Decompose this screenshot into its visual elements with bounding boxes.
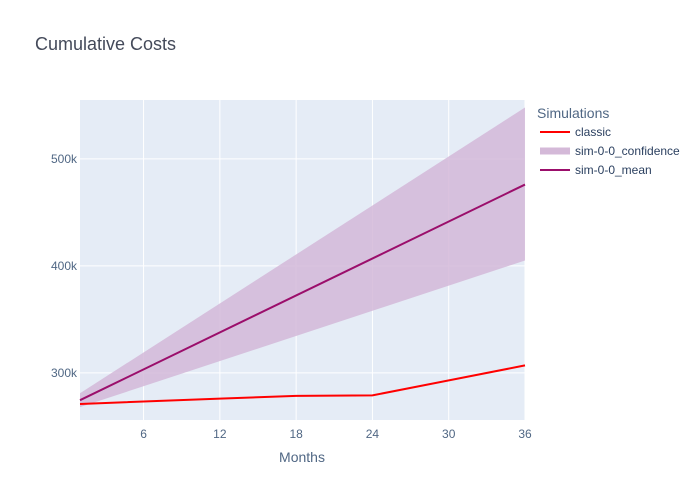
x-tick-label: 18	[289, 427, 303, 441]
y-tick-labels: 300k 400k 500k	[51, 152, 78, 380]
legend[interactable]: Simulations classic sim-0-0_confidencesim…	[537, 105, 680, 177]
series-layer	[79, 107, 526, 408]
confidence-band	[80, 107, 525, 408]
legend-title: Simulations	[537, 105, 609, 121]
x-axis-label: Months	[279, 449, 325, 465]
legend-label: classic	[575, 125, 611, 139]
legend-label: sim-0-0_confidence	[575, 144, 680, 158]
legend-label: sim-0-0_mean	[575, 163, 652, 177]
series-line-sim-0-0_mean	[79, 183, 526, 402]
x-tick-label: 24	[366, 427, 380, 441]
legend-item[interactable]: sim-0-0_confidence	[540, 144, 680, 158]
y-tick-label: 300k	[51, 366, 78, 380]
x-tick-label: 30	[442, 427, 456, 441]
legend-item[interactable]: sim-0-0_mean	[540, 163, 652, 177]
series-line-classic	[79, 364, 526, 405]
x-tick-label: 6	[140, 427, 147, 441]
x-tick-labels: 6 12 18 24 30 36	[140, 427, 532, 441]
x-tick-label: 36	[518, 427, 532, 441]
y-tick-label: 500k	[51, 152, 78, 166]
y-tick-label: 400k	[51, 259, 78, 273]
chart-title: Cumulative Costs	[35, 34, 176, 54]
x-tick-label: 12	[213, 427, 227, 441]
legend-item[interactable]: classic	[540, 125, 611, 139]
